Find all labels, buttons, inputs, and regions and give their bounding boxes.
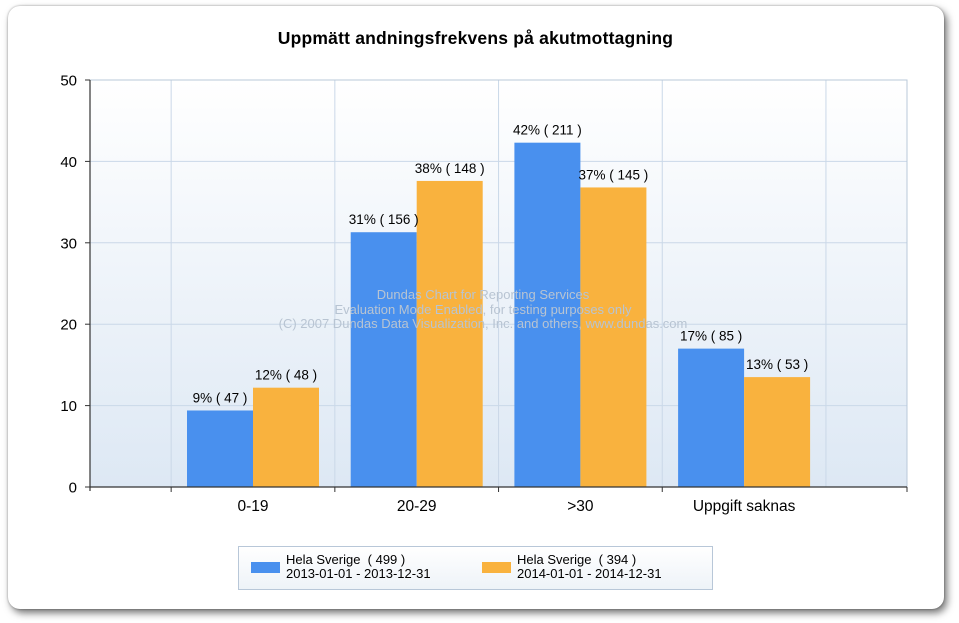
gridlines [89, 79, 908, 488]
legend-label: Hela Sverige ( 394 ) [517, 552, 637, 567]
data-label: 9% ( 47 ) [193, 390, 248, 405]
data-label: 31% ( 156 ) [349, 212, 419, 227]
y-tick-label: 10 [60, 398, 77, 415]
bar [253, 387, 319, 487]
data-label: 12% ( 48 ) [255, 368, 317, 383]
legend-label: Hela Sverige ( 499 ) [286, 552, 406, 567]
data-label: 13% ( 53 ) [746, 357, 808, 372]
axes: 0 10 20 30 40 50 0-19 20-29 >30 Uppgift saknas [60, 73, 908, 515]
legend-item: Hela Sverige ( 394 ) 2014-01-01 - 2014-1… [482, 553, 662, 581]
bar [744, 377, 811, 487]
bars [187, 142, 811, 488]
legend-label: 2013-01-01 - 2013-12-31 [286, 566, 431, 581]
bar [350, 232, 417, 487]
data-label: 37% ( 145 ) [579, 167, 649, 182]
data-labels: 9% ( 47 ) 31% ( 156 ) 42% ( 211 ) 17% ( 85 … [193, 123, 809, 406]
watermark-line: Evaluation Mode Enabled, for testing pur… [334, 301, 632, 317]
bar [580, 187, 647, 487]
bar [187, 410, 253, 487]
y-tick-label: 50 [60, 73, 77, 90]
data-label: 42% ( 211 ) [513, 123, 582, 138]
bar [514, 142, 581, 488]
bar [416, 180, 483, 487]
y-tick-label: 0 [69, 480, 77, 497]
data-label: 17% ( 85 ) [680, 329, 742, 344]
legend-item: Hela Sverige ( 499 ) 2013-01-01 - 2013-1… [251, 553, 431, 581]
data-label: 38% ( 148 ) [415, 161, 485, 176]
x-tick-label: Uppgift saknas [693, 498, 796, 515]
y-tick-label: 40 [60, 154, 77, 171]
legend-swatch [251, 561, 280, 573]
watermark-line: (C) 2007 Dundas Data Visualization, Inc.… [278, 316, 688, 331]
y-tick-label: 20 [60, 317, 77, 334]
y-tick-label: 30 [60, 235, 77, 252]
x-tick-label: >30 [567, 498, 594, 515]
legend-swatch [482, 561, 511, 573]
legend-label: 2014-01-01 - 2014-12-31 [517, 566, 662, 581]
watermark: Dundas Chart for Reporting Services Eval… [228, 287, 738, 332]
chart-title: Uppmätt andningsfrekvens på akutmottagni… [277, 28, 674, 48]
legend: Hela Sverige ( 499 ) 2013-01-01 - 2013-1… [238, 546, 713, 590]
x-tick-label: 0-19 [237, 498, 268, 515]
bar [678, 348, 745, 487]
x-tick-label: 20-29 [397, 498, 437, 515]
watermark-line: Dundas Chart for Reporting Services [376, 287, 590, 302]
